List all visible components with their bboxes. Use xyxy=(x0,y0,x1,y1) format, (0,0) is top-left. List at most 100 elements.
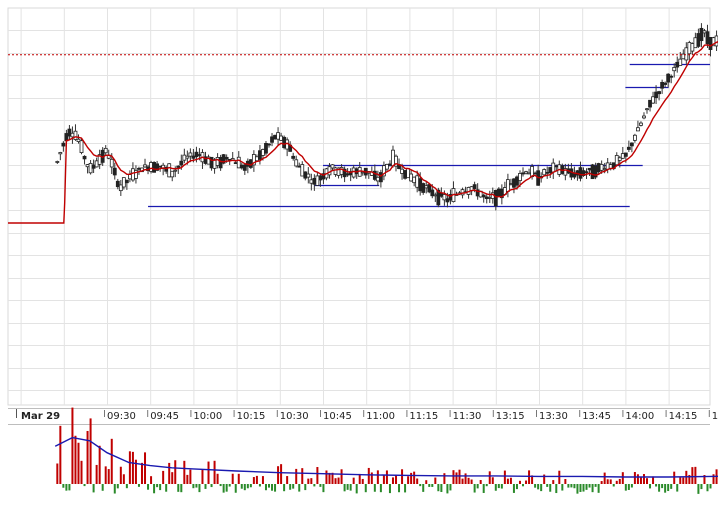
candle-body xyxy=(294,159,299,167)
candle-body xyxy=(88,163,93,174)
candle-body xyxy=(578,167,583,179)
candle xyxy=(654,85,658,105)
volume-bar-up xyxy=(162,470,165,484)
candle-body xyxy=(282,136,287,149)
candle-body xyxy=(385,163,389,170)
volume-bar-up xyxy=(216,473,219,484)
volume-bar-down xyxy=(264,484,267,491)
volume-bar-up xyxy=(636,474,639,484)
candle-body xyxy=(551,162,556,173)
candle-body xyxy=(596,163,601,173)
volume-bar-up xyxy=(370,472,373,484)
volume-bar-up xyxy=(688,474,691,484)
volume-bar-up xyxy=(89,418,92,484)
volume-bar-up xyxy=(646,478,648,484)
volume-bar-down xyxy=(546,484,549,487)
volume-bar-up xyxy=(470,479,473,484)
candle xyxy=(660,79,665,94)
candle-body xyxy=(424,185,429,189)
candle-body xyxy=(185,155,190,159)
volume-bar-up xyxy=(712,474,715,484)
volume-bar-down xyxy=(292,484,295,489)
candle xyxy=(342,166,347,183)
candle xyxy=(372,164,377,182)
volume-bar-down xyxy=(627,484,630,490)
volume-bar-down xyxy=(449,484,452,491)
volume-bar-down xyxy=(597,484,600,493)
volume-bar-down xyxy=(234,484,237,493)
volume-bar-down xyxy=(706,484,709,492)
candle-body xyxy=(602,168,607,171)
candle-body xyxy=(173,169,178,172)
volume-bar-up xyxy=(144,452,147,484)
candle-body xyxy=(276,132,280,140)
support-resistance-lines xyxy=(148,63,710,208)
candle xyxy=(714,30,718,52)
volume-bar-up xyxy=(186,474,189,484)
volume-bar-up xyxy=(606,479,609,484)
volume-bar-up xyxy=(488,471,491,484)
volume-bar-up xyxy=(213,460,216,484)
volume-bar-up xyxy=(703,475,706,484)
volume-bar-up xyxy=(150,476,153,484)
volume-bar-down xyxy=(561,484,564,491)
candle xyxy=(270,133,274,147)
time-tick-label: 11:30 xyxy=(453,411,482,422)
volume-bar-up xyxy=(479,480,482,484)
candle-body xyxy=(702,30,707,34)
candle xyxy=(481,193,486,203)
volume-bar-up xyxy=(168,462,171,484)
volume-bar-down xyxy=(419,484,422,487)
candle xyxy=(82,155,87,165)
volume-bar-down xyxy=(243,484,246,491)
candle-body xyxy=(581,170,586,176)
candle xyxy=(55,160,60,164)
volume-bar-down xyxy=(258,484,261,487)
candle xyxy=(300,161,305,177)
time-tick-label: 11:15 xyxy=(409,411,438,422)
volume-bar-up xyxy=(391,477,394,484)
volume-bar-up xyxy=(80,460,83,484)
candle xyxy=(639,121,643,127)
volume-bar-down xyxy=(92,484,95,493)
candle-body xyxy=(442,194,447,201)
candle-body xyxy=(351,167,356,178)
candle-body xyxy=(309,179,314,184)
volume-bar-down xyxy=(500,484,503,489)
volume-bar-down xyxy=(271,484,274,491)
candle-body xyxy=(472,184,477,189)
candle-body xyxy=(669,75,674,78)
candle xyxy=(267,143,271,148)
candle-body xyxy=(388,163,392,166)
volume-bar-up xyxy=(337,477,340,484)
candle xyxy=(524,170,528,175)
candle-body xyxy=(705,31,710,45)
candle xyxy=(626,140,631,153)
time-tick-label: 10:45 xyxy=(323,411,352,422)
candle-body xyxy=(382,165,386,177)
volume-bar-up xyxy=(464,473,467,484)
volume-bar-up xyxy=(385,470,388,484)
candle-body xyxy=(267,143,271,146)
volume-bar-down xyxy=(177,484,180,492)
candle-body xyxy=(639,122,643,126)
volume-bar-down xyxy=(343,484,346,492)
candle-body xyxy=(152,162,156,173)
volume-bar-up xyxy=(189,469,192,484)
candle-body xyxy=(487,196,492,199)
volume-average-line xyxy=(54,436,718,478)
volume-bar-down xyxy=(153,484,156,494)
volume-bar-up xyxy=(352,477,355,484)
candle-body xyxy=(224,156,229,160)
volume-bar-up xyxy=(525,480,528,484)
candle xyxy=(143,158,147,168)
volume-bar-up xyxy=(621,472,624,484)
volume-bar-down xyxy=(113,484,116,494)
volume-bar-up xyxy=(340,469,343,484)
candle-body xyxy=(55,161,60,163)
candle-body xyxy=(270,136,274,143)
candle-body xyxy=(527,172,531,175)
candle xyxy=(633,133,637,143)
time-axis: Mar 29 09:30 09:45 10:00 10:15 10:30 10:45 11:… xyxy=(16,409,718,422)
